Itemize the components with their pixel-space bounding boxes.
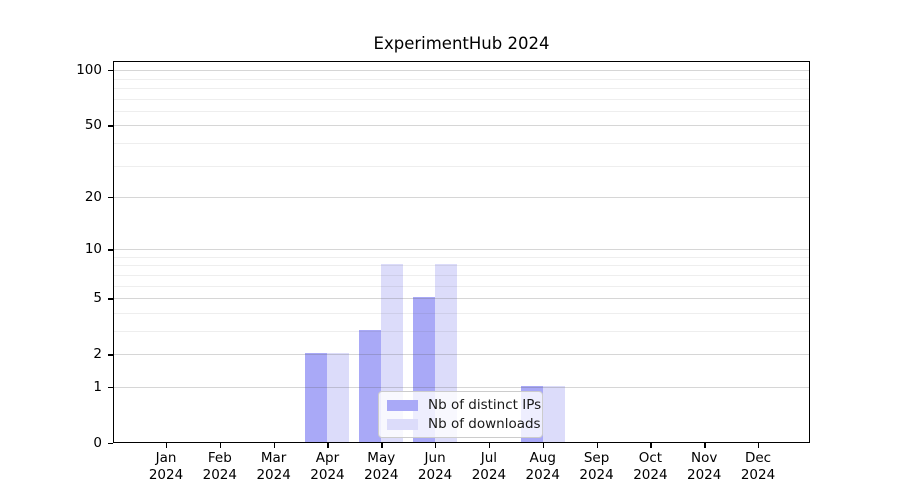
- y-tick-label: 50: [84, 117, 102, 134]
- x-tick-label-sep: Sep 2024: [579, 450, 614, 483]
- x-tick-label-may: May 2024: [364, 450, 399, 483]
- gridline-7: [114, 274, 809, 276]
- gridline-80: [114, 87, 809, 89]
- x-tick-label-jun: Jun 2024: [417, 450, 453, 483]
- y-tick-mark: [108, 249, 113, 251]
- x-tick-mark: [381, 443, 383, 448]
- x-tick-mark: [596, 443, 598, 448]
- bar-distinct-ips-may: [359, 330, 382, 442]
- y-tick-mark: [108, 386, 113, 389]
- x-tick-label-nov: Nov 2024: [687, 450, 722, 483]
- y-tick-label: 20: [84, 189, 102, 205]
- gridline-3: [114, 330, 809, 332]
- x-tick-mark: [758, 443, 760, 448]
- legend-label: Nb of downloads: [428, 416, 541, 432]
- x-tick-mark: [650, 443, 652, 448]
- x-tick-mark: [219, 443, 222, 448]
- gridline-100: [114, 70, 809, 72]
- gridline-2: [114, 354, 809, 356]
- gridline-8: [114, 265, 809, 267]
- chart-title: ExperimentHub 2024: [373, 34, 550, 53]
- x-tick-mark: [435, 443, 437, 448]
- x-tick-mark: [542, 443, 545, 448]
- x-tick-mark: [166, 443, 168, 448]
- legend-item: Nb of downloads: [387, 416, 541, 432]
- x-tick-mark: [327, 443, 329, 448]
- legend-item: Nb of distinct IPs: [387, 397, 541, 413]
- y-tick-mark: [108, 298, 113, 300]
- gridline-40: [114, 142, 809, 144]
- x-tick-label-mar: Mar 2024: [256, 450, 291, 483]
- y-tick-mark: [108, 125, 113, 127]
- y-tick-label: 2: [93, 346, 102, 363]
- grid-layer: [114, 62, 809, 442]
- bar-downloads-apr: [327, 353, 350, 442]
- y-tick-mark: [108, 197, 113, 199]
- y-tick-label: 1: [93, 378, 102, 395]
- x-tick-label-feb: Feb 2024: [202, 450, 237, 483]
- y-tick-label: 100: [76, 62, 102, 79]
- y-tick-label: 5: [93, 290, 102, 307]
- y-tick-mark: [108, 354, 113, 356]
- x-tick-label-apr: Apr 2024: [310, 450, 345, 483]
- x-tick-mark: [273, 443, 276, 448]
- gridline-90: [114, 78, 809, 80]
- legend-label: Nb of distinct IPs: [428, 397, 542, 413]
- x-tick-label-dec: Dec 2024: [740, 450, 776, 483]
- x-tick-label-aug: Aug 2024: [525, 450, 560, 483]
- gridline-30: [114, 165, 809, 167]
- plot-area: [113, 61, 810, 443]
- gridline-5: [114, 298, 809, 300]
- x-tick-label-oct: Oct 2024: [633, 450, 668, 483]
- gridline-20: [114, 197, 809, 198]
- legend-swatch-icon: [387, 418, 418, 430]
- gridline-70: [114, 98, 809, 100]
- x-tick-label-jan: Jan 2024: [148, 450, 184, 483]
- x-tick-mark: [488, 443, 491, 448]
- y-tick-mark: [108, 443, 113, 445]
- bar-downloads-aug: [542, 386, 565, 442]
- gridline-9: [114, 256, 809, 258]
- legend-swatch-icon: [387, 399, 418, 411]
- x-tick-label-jul: Jul 2024: [471, 450, 507, 483]
- gridline-6: [114, 285, 809, 287]
- y-tick-label: 0: [93, 435, 102, 451]
- bar-distinct-ips-apr: [305, 353, 328, 442]
- gridline-1: [114, 386, 809, 388]
- gridline-60: [114, 110, 809, 112]
- gridline-50: [114, 125, 809, 127]
- legend: Nb of distinct IPs Nb of downloads: [378, 391, 543, 438]
- y-tick-label: 10: [84, 241, 102, 258]
- y-tick-mark: [108, 70, 113, 72]
- gridline-10: [114, 249, 809, 251]
- gridline-4: [114, 312, 809, 314]
- x-tick-mark: [704, 443, 706, 448]
